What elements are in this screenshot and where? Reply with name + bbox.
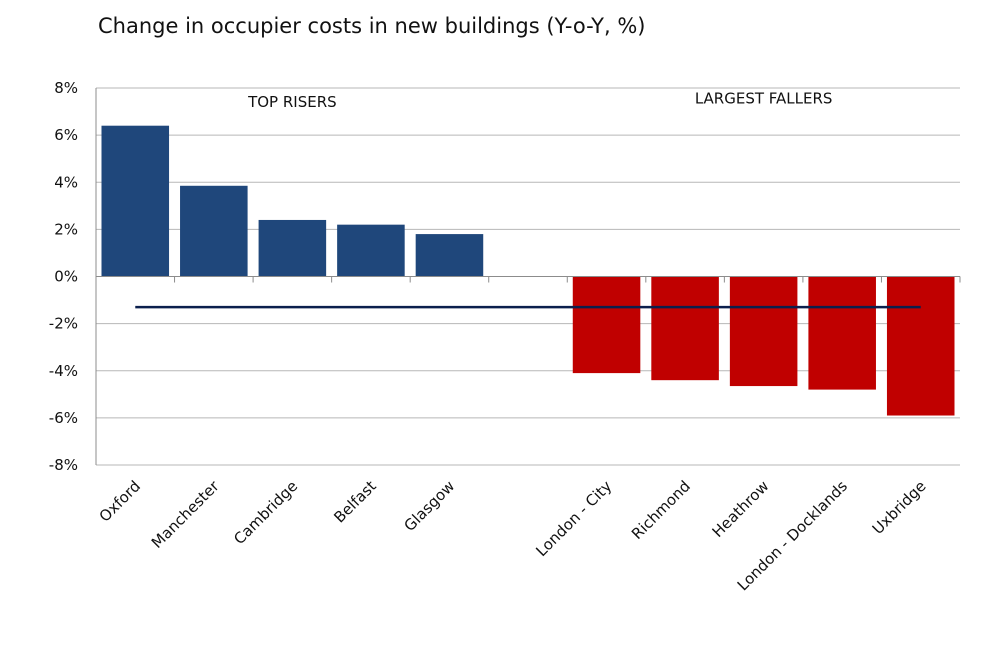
bar-glasgow bbox=[415, 234, 484, 277]
x-category-label: Oxford bbox=[96, 477, 144, 525]
x-category-label: Belfast bbox=[330, 477, 379, 526]
annotation-label: LARGEST FALLERS bbox=[695, 89, 833, 107]
bar-belfast bbox=[337, 224, 405, 277]
x-category-label: Richmond bbox=[628, 477, 694, 543]
y-tick-label: 8% bbox=[54, 79, 78, 97]
x-category-label: Uxbridge bbox=[869, 477, 930, 538]
annotation-label: TOP RISERS bbox=[247, 93, 337, 111]
y-tick-label: 2% bbox=[54, 220, 78, 238]
x-category-label: Cambridge bbox=[230, 477, 301, 548]
bar-cambridge bbox=[258, 219, 327, 277]
bar-uxbridge bbox=[886, 276, 955, 416]
bar-london-docklands bbox=[808, 276, 876, 390]
x-category-label: Manchester bbox=[148, 477, 223, 552]
x-category-label: Glasgow bbox=[400, 477, 458, 535]
bar-manchester bbox=[180, 185, 248, 277]
y-tick-label: 4% bbox=[54, 173, 78, 191]
axes bbox=[95, 88, 961, 465]
bar-london-city bbox=[572, 276, 641, 374]
y-tick-label: 0% bbox=[54, 268, 78, 286]
x-category-label: Heathrow bbox=[709, 477, 773, 541]
x-category-label: London - City bbox=[532, 477, 615, 560]
y-tick-label: -2% bbox=[49, 315, 78, 333]
chart-title: Change in occupier costs in new building… bbox=[98, 14, 646, 38]
y-tick-label: 6% bbox=[54, 126, 78, 144]
y-tick-label: -8% bbox=[49, 456, 78, 474]
bar-richmond bbox=[651, 276, 719, 381]
labels: 8% 6% 4% 2% 0% -2% -4% -6% -8% Oxford Manchester Ca… bbox=[49, 79, 930, 594]
y-tick-label: -4% bbox=[49, 362, 78, 380]
bar-oxford bbox=[101, 125, 170, 277]
y-tick-label: -6% bbox=[49, 409, 78, 427]
bar-heathrow bbox=[729, 276, 798, 387]
bars bbox=[101, 125, 955, 416]
